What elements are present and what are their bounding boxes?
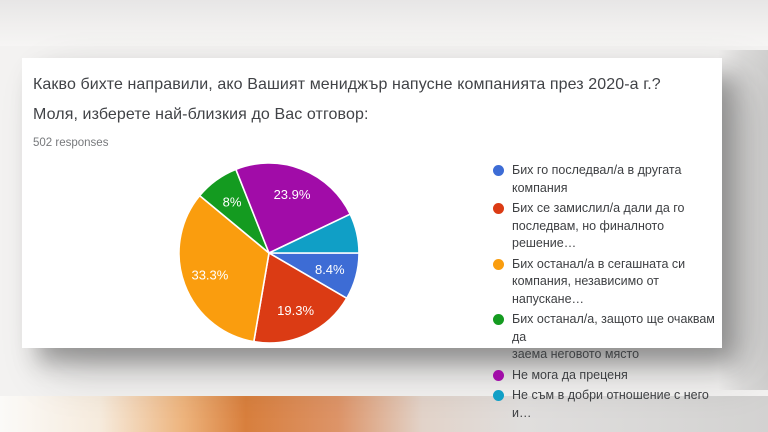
legend-label-line: Бих останал/а, защото ще очаквам да: [512, 312, 715, 344]
pie-slice-6[interactable]: [268, 213, 360, 254]
responses-count: 502 responses: [33, 137, 109, 149]
legend-color-dot: [493, 314, 504, 325]
question-title-line2: Моля, изберете най-близкия до Вас отгово…: [33, 106, 369, 123]
legend-label: Не съм в добри отношение с него и…: [512, 387, 723, 422]
pie-slice-label: 33.3%: [191, 268, 228, 283]
pie-slice-label: 23.9%: [274, 187, 311, 202]
legend-label: Не мога да преценя: [512, 367, 628, 385]
legend-item-2: Бих се замислил/а дали да го последвам, н…: [493, 200, 723, 253]
legend-color-dot: [493, 165, 504, 176]
legend-item-1: Бих го последвал/а в другата компания: [493, 162, 723, 197]
pie-slice-label: 19.3%: [277, 303, 314, 318]
legend-label-line: последвам, но финалното решение…: [512, 218, 665, 251]
legend-color-dot: [493, 369, 504, 381]
background-right-shade: [718, 50, 768, 390]
pie-slice-2[interactable]: [253, 252, 348, 344]
legend-label: Бих останал/а, защото ще очаквам да заема…: [512, 311, 723, 364]
legend-label-line: компания, независимо от напускане…: [512, 274, 660, 306]
legend-color-dot: [493, 258, 504, 270]
legend-label-line: Не мога да преценя: [512, 367, 628, 382]
pie-slice-3[interactable]: [178, 194, 270, 343]
legend-item-5: Не мога да преценя: [493, 367, 723, 385]
pie-slice-label: 8%: [223, 195, 242, 210]
legend-label-line: компания: [512, 180, 568, 195]
chart-legend: Бих го последвал/а в другата компания Бих …: [493, 162, 723, 425]
legend-label-line: Бих останал/а в сегашната си: [512, 256, 686, 271]
background-top-strip: [0, 0, 768, 46]
legend-color-dot: [493, 390, 504, 401]
legend-label-line: заема неговото място: [512, 347, 640, 361]
legend-item-4: Бих останал/а, защото ще очаквам да заема…: [493, 311, 723, 364]
question-title-line1: Какво бихте направили, ако Вашият менидж…: [33, 76, 661, 93]
pie-slice-label: 8.4%: [315, 262, 345, 277]
legend-color-dot: [493, 203, 504, 214]
form-results-card: Какво бихте направили, ако Вашият менидж…: [22, 58, 722, 420]
pie-slice-5[interactable]: [235, 162, 351, 254]
legend-label: Бих се замислил/а дали да го последвам, н…: [512, 200, 723, 253]
pie-chart: 8.4% 19.3% 33.3% 8% 23.9%: [178, 162, 360, 344]
bottom-gradient-band: [0, 396, 768, 432]
legend-item-6: Не съм в добри отношение с него и…: [493, 387, 723, 422]
legend-item-3: Бих останал/а в сегашната си компания, не…: [493, 256, 723, 309]
legend-label: Бих го последвал/а в другата компания: [512, 162, 681, 197]
legend-label-line: Не съм в добри отношение с него и…: [512, 388, 709, 420]
legend-label-line: Бих го последвал/а в другата: [512, 163, 682, 177]
legend-label-line: Бих се замислил/а дали да го: [512, 201, 685, 215]
legend-label: Бих останал/а в сегашната си компания, не…: [512, 256, 723, 309]
question-title: Какво бихте направили, ако Вашият менидж…: [33, 70, 708, 130]
